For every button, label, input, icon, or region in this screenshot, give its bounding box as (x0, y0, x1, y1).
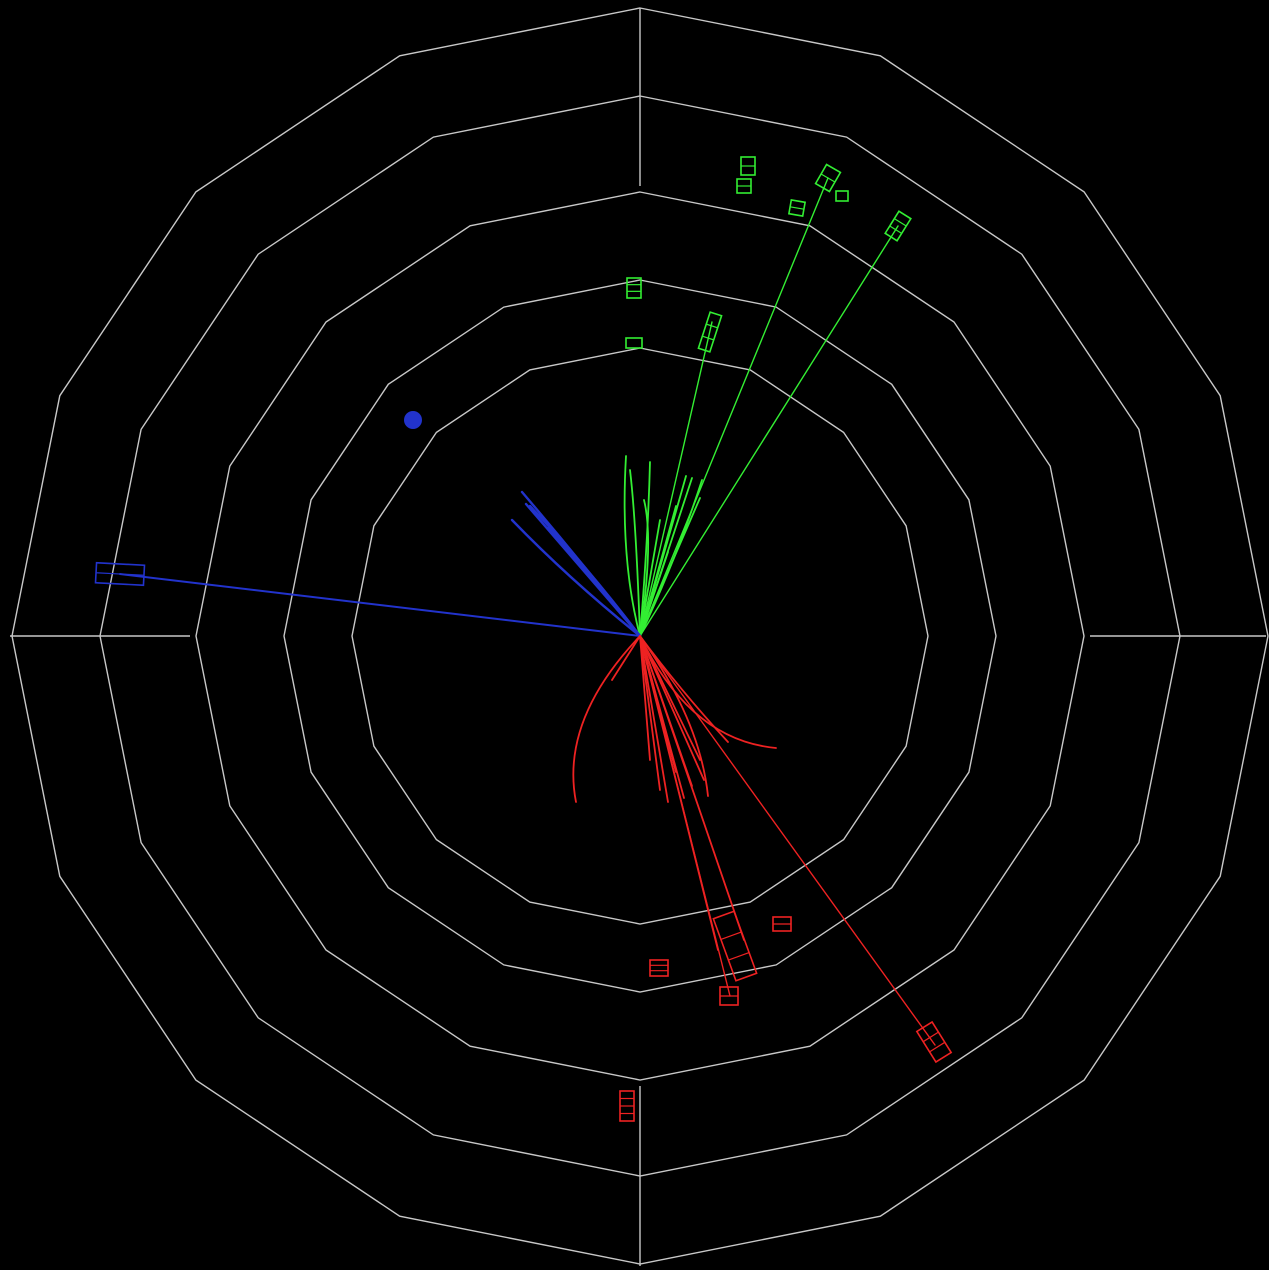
blue-calorimeter-hit (404, 411, 422, 429)
